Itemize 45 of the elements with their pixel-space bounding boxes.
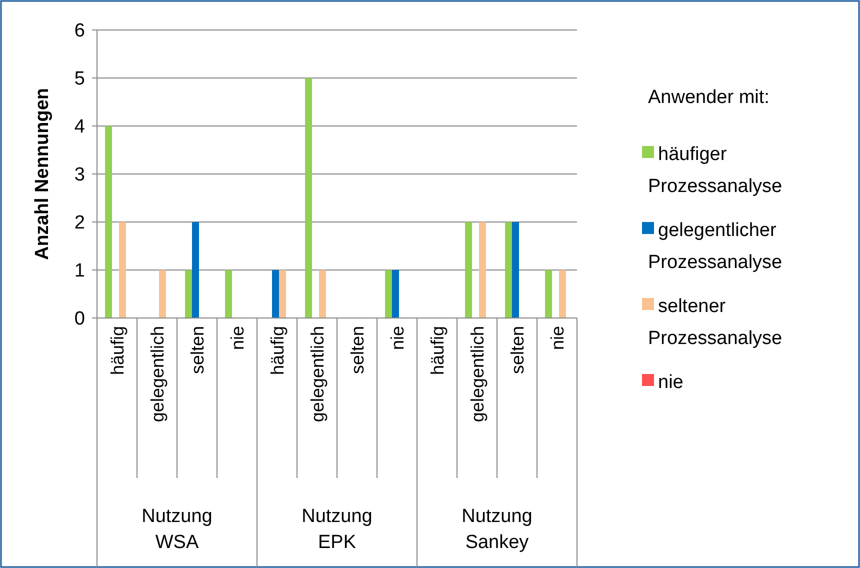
bar (505, 222, 512, 318)
bar (279, 270, 286, 318)
legend-title: Anwender mit: (648, 87, 770, 108)
bar (305, 78, 312, 318)
bar (119, 222, 126, 318)
legend-label: häufiger Prozessanalyse (648, 144, 782, 197)
x-tick-label: nie (547, 326, 568, 350)
bar (512, 222, 519, 318)
text: Nutzung Sankey (462, 506, 532, 553)
y-tick-label: 1 (74, 260, 85, 282)
x-tick-label: nie (227, 326, 248, 350)
y-tick-label: 2 (74, 212, 85, 234)
x-tick-label: selten (507, 326, 528, 374)
x-tick-label: gelegentlich (307, 326, 328, 422)
x-tick-label: häufig (267, 326, 288, 376)
bar (192, 222, 199, 318)
bar (159, 270, 166, 318)
y-tick-label: 5 (74, 68, 85, 90)
bar (392, 270, 399, 318)
bar (105, 126, 112, 318)
bar (559, 270, 566, 318)
bar (385, 270, 392, 318)
bar (272, 270, 279, 318)
y-tick-label: 4 (74, 116, 86, 138)
x-tick-label: gelegentlich (467, 326, 488, 422)
x-tick-label: nie (387, 326, 408, 350)
text: Nutzung WSA (142, 506, 212, 553)
x-tick-label: gelegentlich (147, 326, 168, 422)
x-tick-label: häufig (427, 326, 448, 376)
bar (225, 270, 232, 318)
y-axis-title: Anzahl Nennungen (32, 88, 53, 260)
x-tick-label: selten (187, 326, 208, 374)
text: Nutzung EPK (302, 506, 372, 553)
bar (319, 270, 326, 318)
x-tick-label: selten (347, 326, 368, 374)
y-tick-label: 6 (74, 20, 85, 42)
legend-label: seltener Prozessanalyse (648, 296, 782, 349)
x-tick-label: häufig (107, 326, 128, 376)
bar (545, 270, 552, 318)
bar (479, 222, 486, 318)
y-tick-label: 3 (74, 164, 85, 186)
y-tick-label: 0 (74, 308, 85, 330)
bar (465, 222, 472, 318)
legend-label: gelegentlicher Prozessanalyse (648, 220, 782, 273)
bar (185, 270, 192, 318)
